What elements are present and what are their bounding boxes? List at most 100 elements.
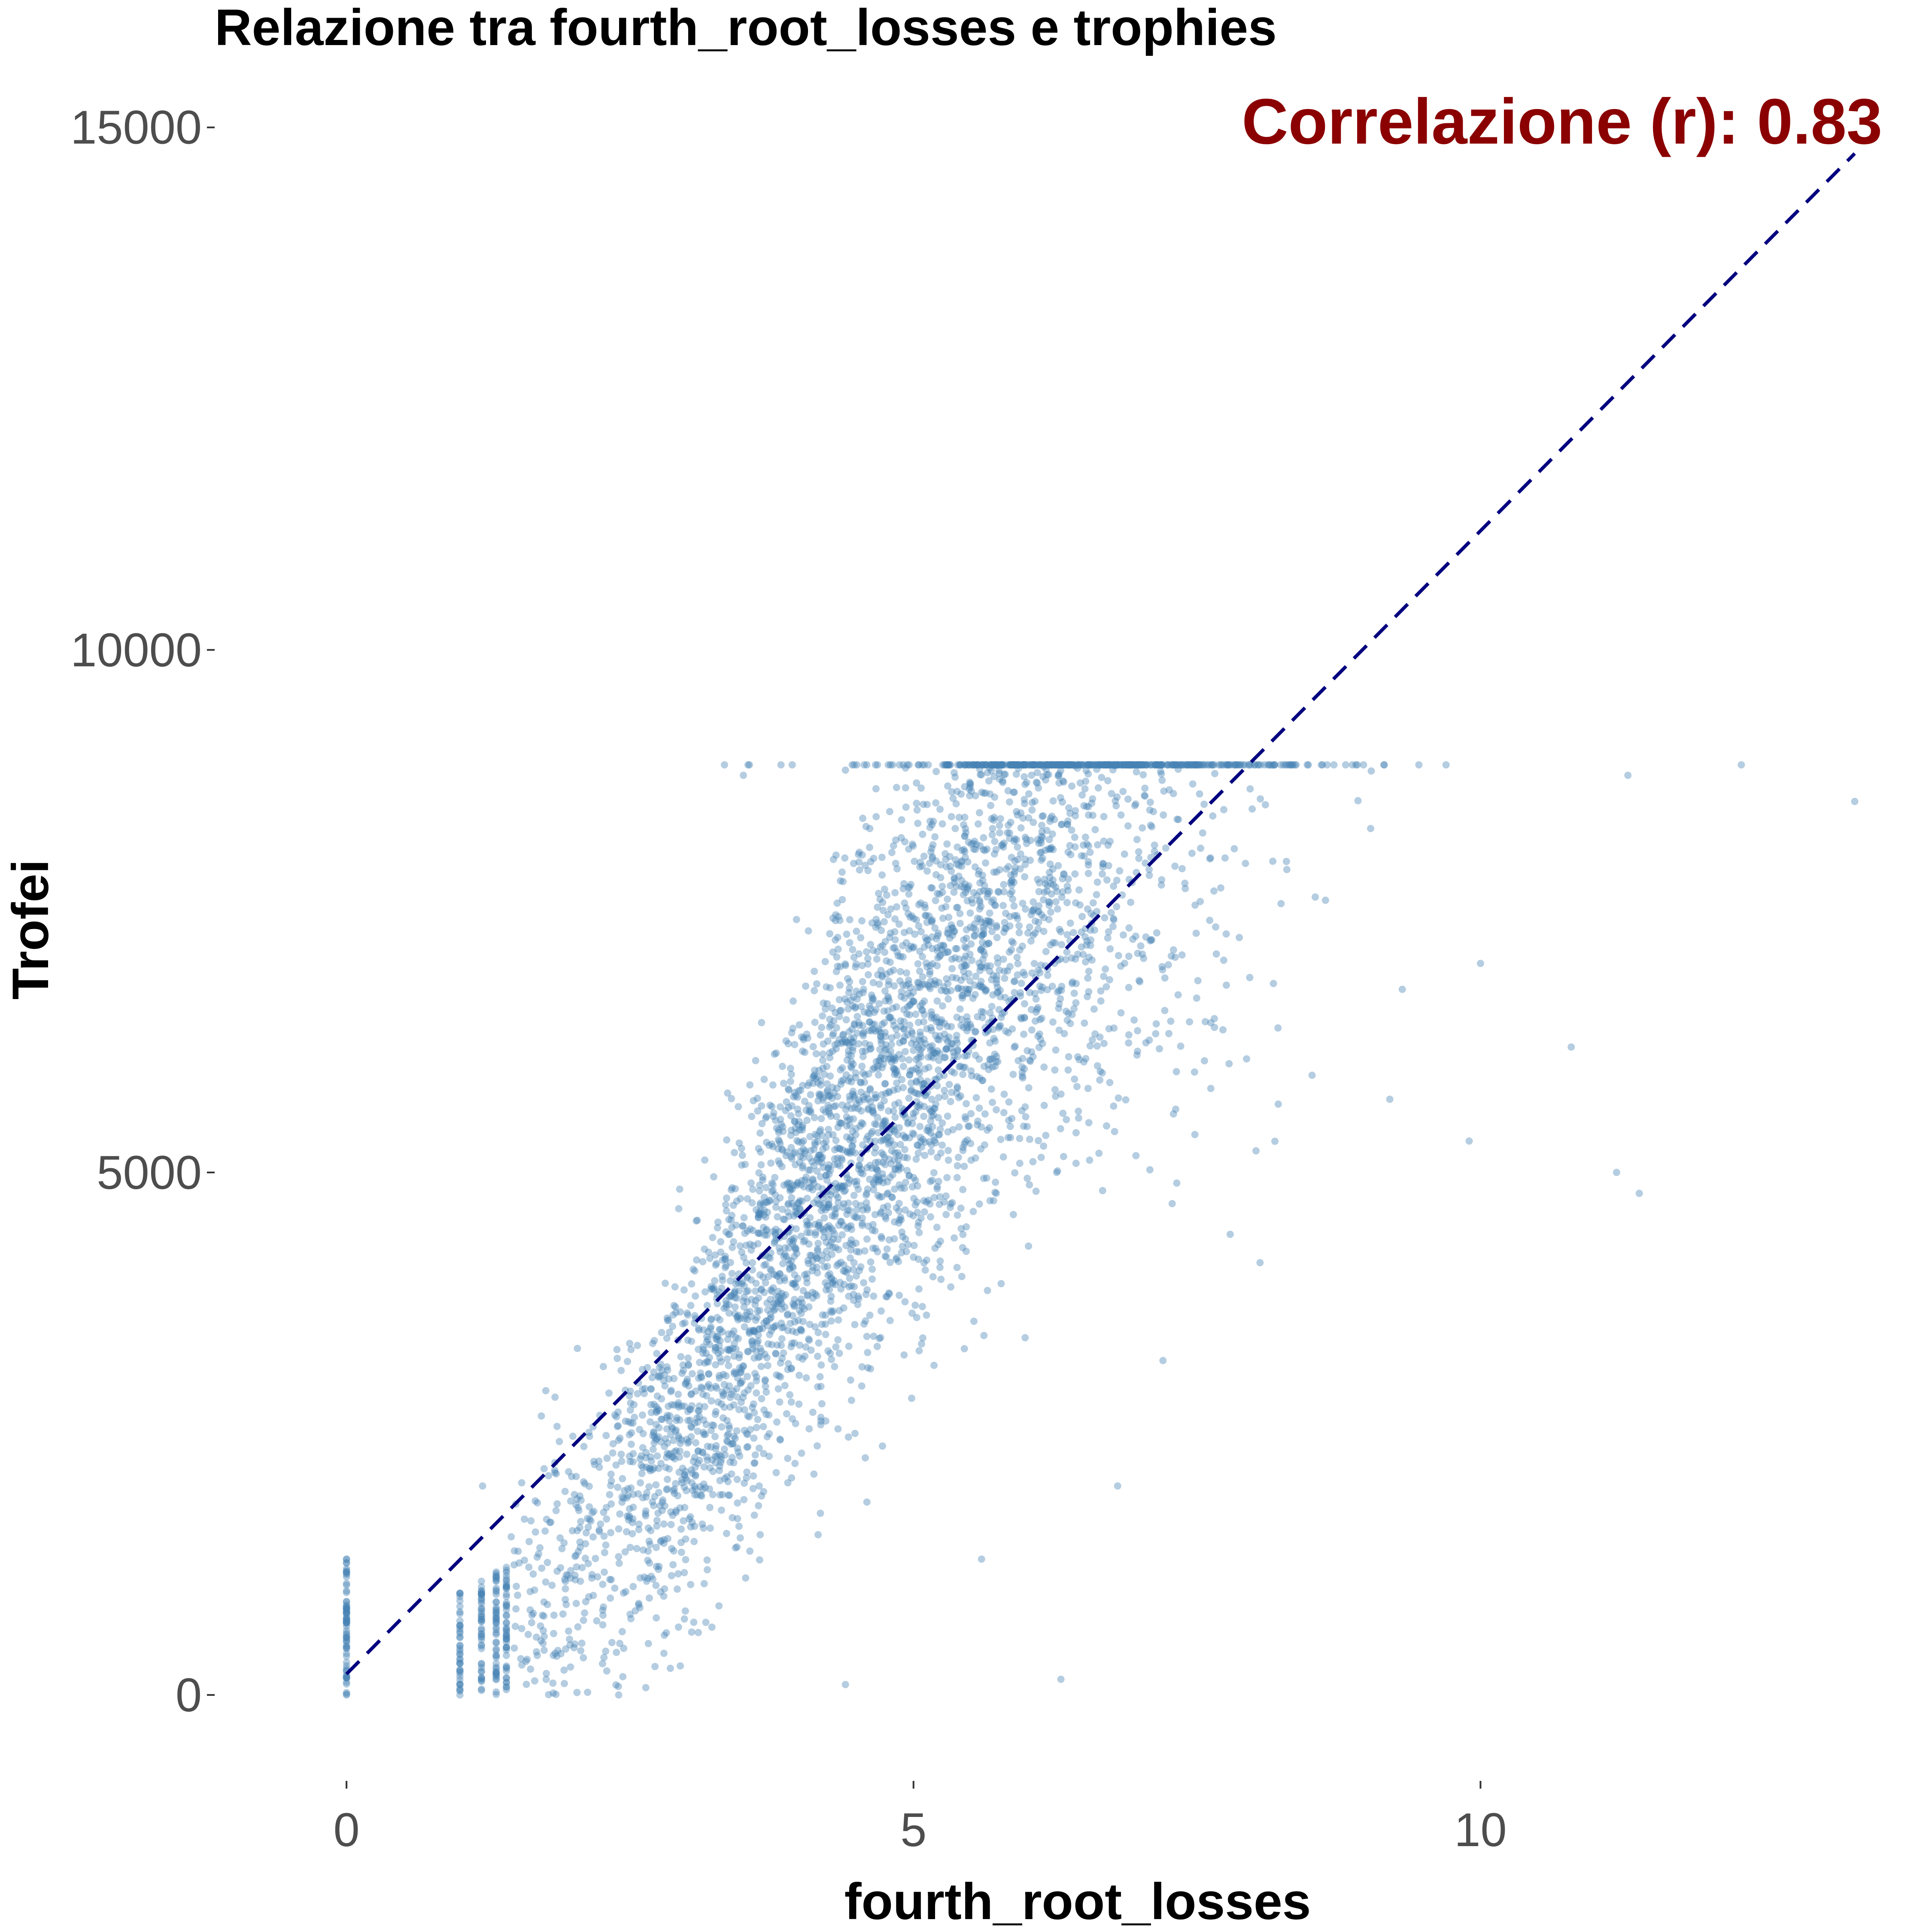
data-point	[1028, 969, 1036, 977]
data-point	[885, 1236, 893, 1244]
data-point	[1156, 1045, 1163, 1053]
data-point	[717, 1456, 725, 1463]
data-point	[669, 1453, 676, 1461]
data-point	[587, 1517, 595, 1525]
data-point	[923, 1198, 930, 1206]
data-point	[717, 1507, 725, 1514]
data-point	[860, 761, 868, 769]
data-point	[1052, 1092, 1059, 1100]
data-point	[797, 1232, 805, 1240]
data-point	[913, 779, 920, 787]
data-point	[943, 1174, 951, 1182]
data-point	[615, 1437, 623, 1444]
data-point	[1100, 972, 1108, 980]
chart-title: Relazione tra fourth_root_losses e troph…	[215, 0, 1277, 56]
data-point	[622, 1588, 629, 1595]
data-point	[966, 1021, 974, 1028]
data-point	[1106, 1079, 1114, 1086]
data-point	[605, 1389, 613, 1397]
data-point	[818, 1024, 826, 1031]
data-point	[706, 1504, 714, 1511]
data-point	[1107, 761, 1115, 769]
data-point	[842, 1071, 850, 1078]
data-point	[343, 1649, 350, 1657]
data-point	[624, 1485, 632, 1493]
data-point	[1173, 761, 1181, 769]
data-point	[733, 1427, 741, 1435]
data-point	[1029, 1053, 1037, 1060]
data-point	[671, 1448, 678, 1456]
data-point	[916, 1050, 924, 1057]
data-point	[343, 1568, 350, 1576]
data-point	[1025, 790, 1033, 798]
data-point	[1135, 848, 1142, 856]
data-point	[804, 1220, 812, 1228]
data-point	[878, 854, 886, 861]
data-point	[1037, 836, 1045, 844]
data-point	[830, 1277, 838, 1285]
data-point	[884, 994, 892, 1002]
data-point	[740, 1496, 748, 1504]
data-point	[863, 1091, 871, 1098]
data-point	[814, 1531, 822, 1539]
data-point	[343, 1610, 350, 1617]
data-point	[1094, 1062, 1101, 1069]
data-point	[925, 1197, 932, 1204]
data-point	[958, 857, 966, 865]
data-point	[838, 868, 846, 876]
data-point	[990, 1197, 997, 1205]
data-point	[819, 1012, 826, 1020]
data-point	[1016, 865, 1024, 873]
data-point	[733, 1197, 741, 1205]
data-point	[492, 1573, 500, 1580]
data-point	[1015, 1057, 1022, 1064]
data-point	[960, 1163, 968, 1170]
data-point	[842, 1038, 850, 1045]
data-point	[492, 1652, 500, 1659]
data-point	[796, 1126, 804, 1134]
data-point	[477, 1589, 485, 1597]
data-point	[966, 792, 973, 799]
data-point	[343, 1659, 350, 1666]
data-point	[752, 1347, 760, 1355]
data-point	[983, 1126, 991, 1134]
data-point	[834, 945, 842, 953]
data-point	[683, 1378, 691, 1385]
data-point	[900, 1018, 908, 1025]
data-point	[663, 1412, 671, 1419]
data-point	[665, 1316, 672, 1324]
data-point	[695, 1324, 702, 1332]
data-point	[810, 1072, 818, 1080]
data-point	[883, 957, 890, 965]
data-point	[672, 1309, 680, 1316]
data-point	[1046, 817, 1054, 825]
data-point	[647, 1527, 655, 1534]
data-point	[1206, 917, 1214, 924]
data-point	[809, 1409, 817, 1416]
data-point	[1082, 778, 1090, 785]
data-point	[740, 1294, 748, 1301]
data-point	[829, 1032, 836, 1039]
data-point	[787, 1398, 795, 1406]
data-point	[772, 1203, 780, 1211]
data-point	[947, 1283, 954, 1291]
data-point	[599, 1621, 607, 1629]
data-point	[981, 987, 989, 995]
data-point	[975, 1055, 983, 1063]
data-point	[769, 1143, 777, 1151]
data-point	[902, 803, 910, 811]
data-point	[1104, 777, 1112, 784]
data-point	[1045, 898, 1052, 905]
data-point	[861, 862, 869, 869]
data-point	[1011, 1042, 1019, 1050]
data-point	[735, 1139, 743, 1147]
data-point	[629, 1583, 637, 1590]
data-point	[976, 842, 984, 850]
data-point	[876, 1177, 884, 1185]
data-point	[584, 1689, 592, 1696]
data-point	[343, 1633, 350, 1641]
data-point	[928, 1176, 936, 1184]
data-point	[928, 1095, 936, 1103]
data-point	[813, 1196, 821, 1204]
data-point	[723, 1346, 731, 1353]
